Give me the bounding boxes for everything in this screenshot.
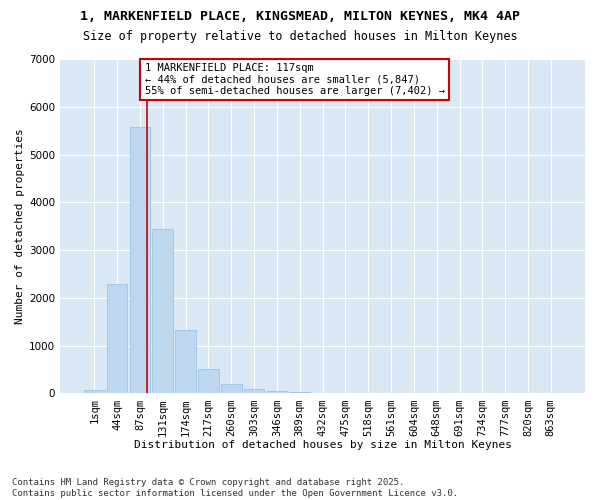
Text: 1 MARKENFIELD PLACE: 117sqm
← 44% of detached houses are smaller (5,847)
55% of : 1 MARKENFIELD PLACE: 117sqm ← 44% of det… — [145, 63, 445, 96]
Text: 1, MARKENFIELD PLACE, KINGSMEAD, MILTON KEYNES, MK4 4AP: 1, MARKENFIELD PLACE, KINGSMEAD, MILTON … — [80, 10, 520, 23]
Bar — [84, 390, 104, 394]
Bar — [221, 384, 242, 394]
Bar — [198, 368, 219, 394]
X-axis label: Distribution of detached houses by size in Milton Keynes: Distribution of detached houses by size … — [134, 440, 512, 450]
Text: Size of property relative to detached houses in Milton Keynes: Size of property relative to detached ho… — [83, 30, 517, 43]
Bar — [266, 391, 287, 394]
Bar — [289, 392, 310, 394]
Y-axis label: Number of detached properties: Number of detached properties — [15, 128, 25, 324]
Bar — [130, 127, 150, 394]
Bar — [152, 228, 173, 394]
Text: Contains HM Land Registry data © Crown copyright and database right 2025.
Contai: Contains HM Land Registry data © Crown c… — [12, 478, 458, 498]
Bar — [107, 284, 127, 394]
Bar — [244, 389, 265, 394]
Bar — [175, 330, 196, 394]
